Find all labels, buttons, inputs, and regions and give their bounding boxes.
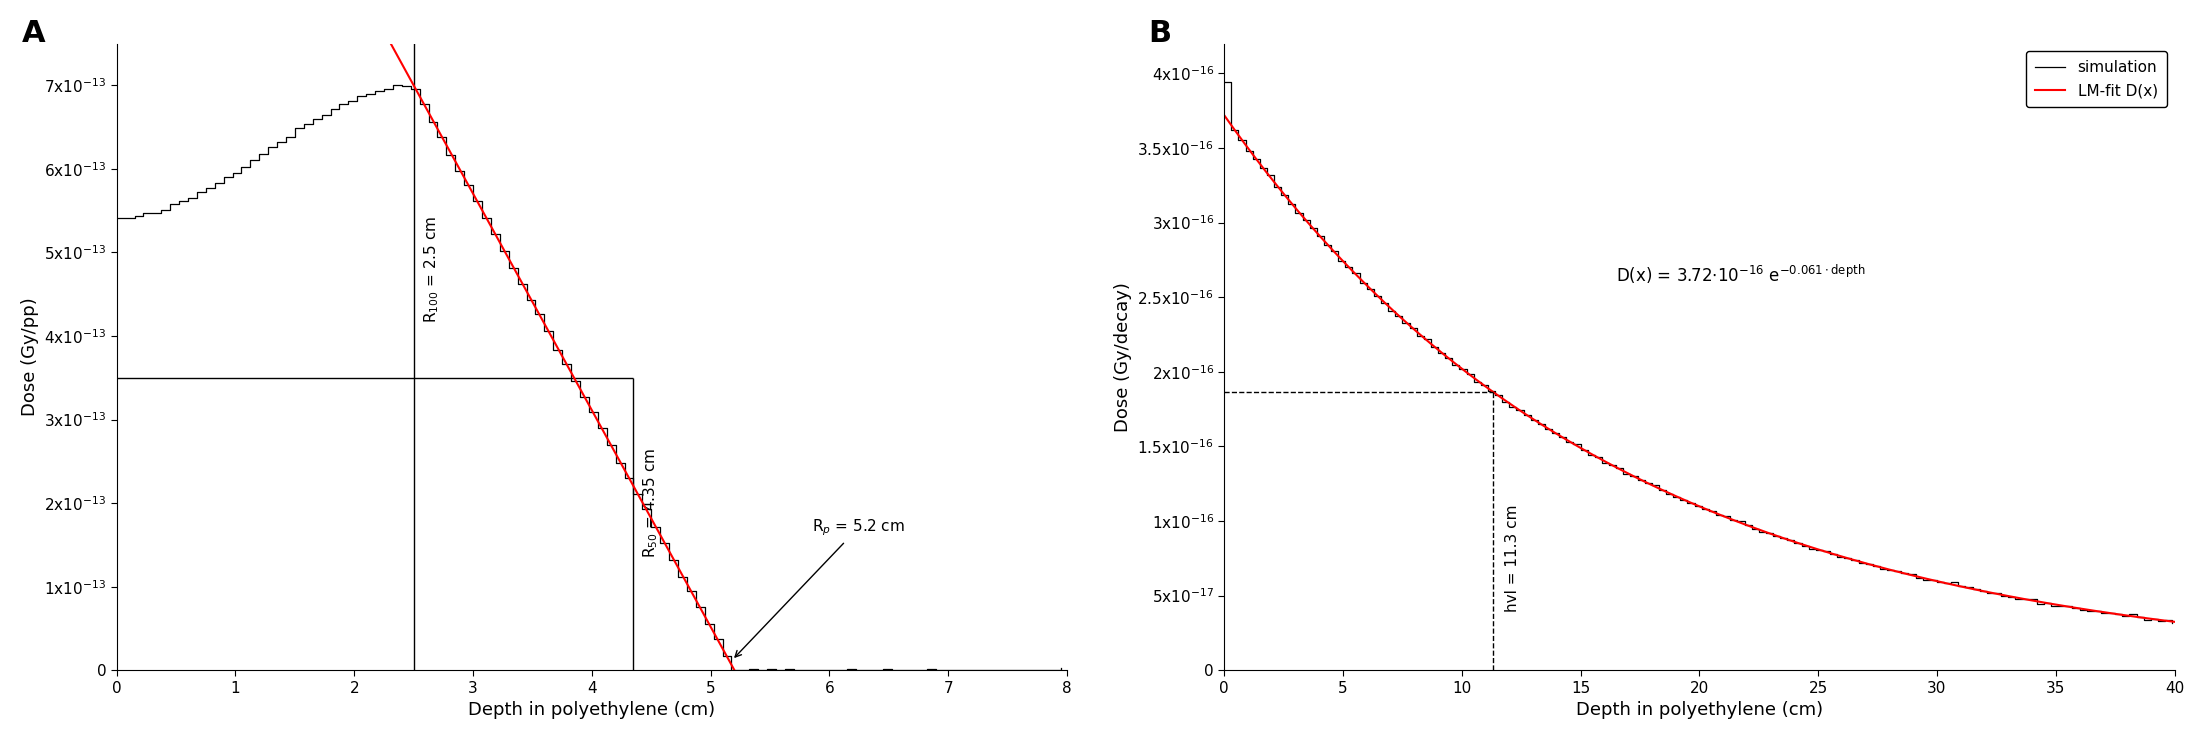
simulation [2101, 610, 2128, 619]
LM-fit D(x) [1259, 176, 1286, 185]
simulation [2159, 618, 2185, 627]
Y-axis label: Dose (Gy/decay): Dose (Gy/decay) [1114, 282, 1131, 432]
LM-fit D(x) [1960, 585, 1987, 593]
LM-fit D(x) [1647, 485, 1674, 494]
Text: B: B [1149, 18, 1171, 47]
LM-fit D(x) [2134, 614, 2161, 623]
simulation [1211, 78, 1237, 87]
LM-fit D(x) [2161, 617, 2187, 626]
Text: R$_{50}$ = 4.35 cm: R$_{50}$ = 4.35 cm [642, 448, 662, 558]
simulation [1574, 451, 1601, 460]
simulation [1261, 182, 1288, 191]
X-axis label: Depth in polyethylene (cm): Depth in polyethylene (cm) [467, 702, 714, 719]
LM-fit D(x) [1211, 111, 1237, 120]
simulation [1446, 365, 1473, 374]
Line: LM-fit D(x): LM-fit D(x) [1224, 115, 2174, 622]
Text: R$_{100}$ = 2.5 cm: R$_{100}$ = 2.5 cm [421, 215, 441, 323]
simulation [2095, 609, 2121, 618]
Legend: simulation, LM-fit D(x): simulation, LM-fit D(x) [2026, 51, 2168, 107]
Y-axis label: Dose (Gy/pp): Dose (Gy/pp) [20, 297, 40, 417]
Text: R$_p$ = 5.2 cm: R$_p$ = 5.2 cm [734, 518, 904, 657]
Text: A: A [22, 18, 46, 47]
X-axis label: Depth in polyethylene (cm): Depth in polyethylene (cm) [1577, 702, 1824, 719]
LM-fit D(x) [2132, 613, 2159, 622]
Line: simulation: simulation [1224, 82, 2172, 622]
Text: hvl = 11.3 cm: hvl = 11.3 cm [1504, 505, 1519, 612]
Text: D(x) = 3.72$\cdot$10$^{-16}$ e$^{-0.061 \cdot \mathrm{depth}}$: D(x) = 3.72$\cdot$10$^{-16}$ e$^{-0.061 … [1616, 263, 1865, 286]
LM-fit D(x) [1674, 497, 1700, 505]
simulation [1418, 343, 1444, 352]
